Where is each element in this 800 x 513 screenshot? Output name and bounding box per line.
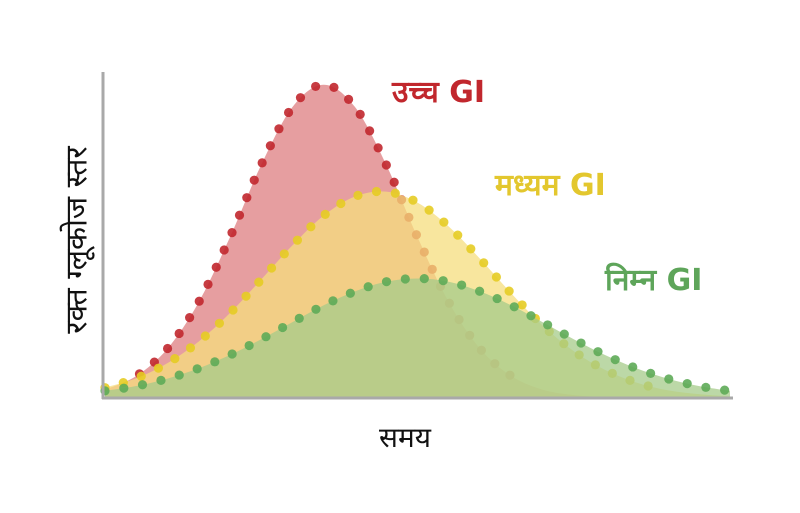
data-point-low-gi: [543, 320, 553, 330]
data-point-low-gi: [492, 293, 502, 304]
data-point-low-gi: [294, 313, 304, 323]
data-point-high-gi: [274, 124, 284, 134]
series-areas: [100, 81, 730, 399]
data-point-low-gi: [526, 311, 536, 321]
x-axis-label: समय: [379, 421, 431, 454]
series-label-low-gi: निम्न GI: [605, 263, 703, 298]
series-label-high-gi: उच्च GI: [392, 75, 486, 110]
data-point-low-gi: [137, 380, 148, 390]
data-point-high-gi: [311, 81, 321, 92]
data-point-medium-gi: [439, 217, 449, 227]
data-point-high-gi: [265, 141, 275, 151]
data-point-high-gi: [211, 262, 221, 272]
data-point-high-gi: [174, 328, 184, 339]
data-point-low-gi: [400, 274, 410, 284]
data-point-low-gi: [457, 280, 467, 290]
data-point-medium-gi: [504, 286, 514, 296]
y-axis-label: रक्त ग्लूकोज स्तर: [59, 146, 95, 334]
data-point-low-gi: [156, 375, 166, 386]
data-point-medium-gi: [517, 300, 527, 310]
data-point-low-gi: [244, 340, 254, 351]
data-point-low-gi: [682, 379, 692, 389]
data-point-medium-gi: [241, 291, 251, 301]
data-point-high-gi: [162, 343, 173, 354]
data-point-medium-gi: [390, 188, 400, 198]
data-point-high-gi: [234, 210, 245, 220]
data-point-low-gi: [438, 276, 448, 286]
data-point-high-gi: [373, 143, 383, 153]
data-point-low-gi: [363, 282, 373, 292]
data-point-low-gi: [261, 332, 271, 342]
data-point-low-gi: [381, 277, 392, 287]
data-point-high-gi: [295, 93, 306, 103]
data-point-medium-gi: [228, 305, 238, 315]
data-point-high-gi: [283, 107, 294, 118]
data-point-low-gi: [646, 368, 656, 379]
data-point-high-gi: [249, 175, 259, 185]
data-point-low-gi: [701, 382, 711, 392]
data-point-medium-gi: [185, 343, 196, 353]
data-point-medium-gi: [306, 222, 316, 232]
data-point-low-gi: [345, 288, 355, 298]
data-point-high-gi: [242, 193, 252, 203]
data-point-medium-gi: [214, 318, 225, 328]
data-point-low-gi: [278, 322, 288, 333]
data-point-low-gi: [628, 362, 638, 372]
data-point-medium-gi: [466, 244, 476, 254]
data-point-high-gi: [185, 312, 195, 323]
data-point-medium-gi: [153, 363, 163, 373]
data-point-low-gi: [210, 357, 220, 367]
data-point-medium-gi: [453, 230, 463, 240]
data-point-high-gi: [355, 109, 365, 119]
data-point-high-gi: [389, 177, 399, 187]
data-point-low-gi: [576, 338, 586, 348]
data-point-low-gi: [419, 274, 429, 284]
data-point-low-gi: [192, 364, 202, 374]
data-point-medium-gi: [491, 272, 502, 282]
data-point-low-gi: [610, 355, 620, 365]
data-point-low-gi: [174, 370, 184, 380]
data-point-high-gi: [365, 126, 375, 136]
data-point-high-gi: [227, 228, 237, 238]
data-point-low-gi: [720, 385, 730, 395]
data-point-high-gi: [219, 245, 229, 255]
data-point-medium-gi: [424, 205, 434, 215]
data-point-medium-gi: [336, 198, 346, 209]
data-point-low-gi: [227, 349, 237, 359]
data-point-medium-gi: [320, 209, 330, 219]
data-point-low-gi: [509, 302, 519, 312]
data-point-high-gi: [203, 279, 213, 289]
data-point-high-gi: [194, 296, 204, 306]
data-point-high-gi: [257, 158, 267, 168]
data-point-medium-gi: [353, 190, 363, 200]
data-point-low-gi: [593, 347, 603, 357]
data-point-medium-gi: [200, 331, 210, 341]
data-point-low-gi: [311, 304, 321, 314]
data-point-medium-gi: [254, 277, 264, 287]
data-point-low-gi: [559, 329, 569, 339]
data-point-high-gi: [381, 160, 391, 170]
data-point-low-gi: [119, 383, 129, 393]
data-point-high-gi: [329, 82, 339, 92]
data-point-low-gi: [664, 374, 674, 384]
data-point-medium-gi: [292, 235, 303, 245]
data-point-low-gi: [328, 296, 338, 306]
data-point-medium-gi: [266, 263, 277, 273]
data-point-low-gi: [474, 286, 485, 296]
data-point-high-gi: [343, 94, 354, 104]
area-low-gi: [105, 278, 730, 398]
data-point-medium-gi: [136, 371, 146, 381]
data-point-medium-gi: [371, 186, 382, 197]
series-label-medium-gi: मध्यम GI: [495, 168, 606, 203]
data-point-medium-gi: [279, 249, 289, 259]
data-point-medium-gi: [170, 354, 180, 364]
data-point-medium-gi: [479, 258, 489, 268]
data-point-medium-gi: [408, 195, 418, 205]
